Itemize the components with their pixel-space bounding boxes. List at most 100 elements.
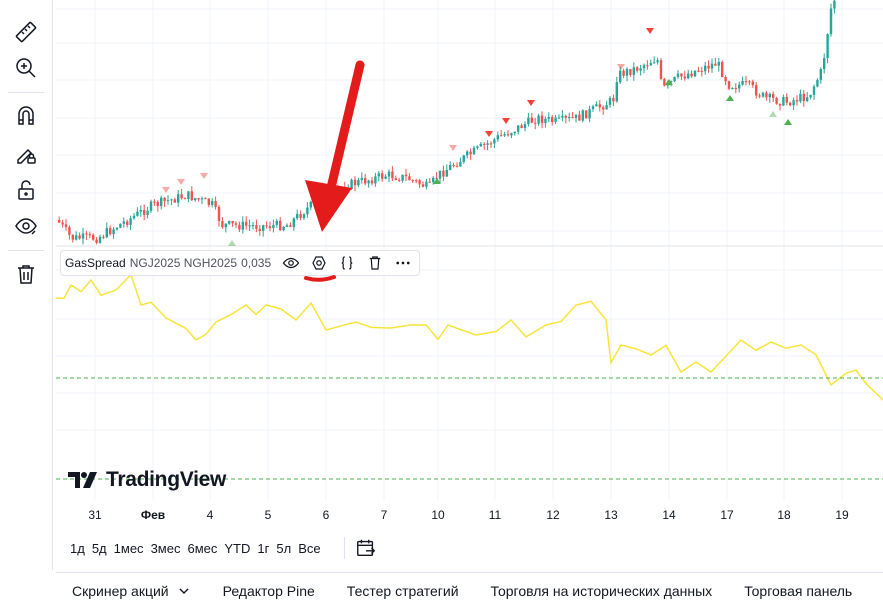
eye-icon[interactable] bbox=[12, 212, 40, 240]
candle-body bbox=[214, 201, 217, 207]
candle-body bbox=[265, 225, 268, 227]
candle-body bbox=[738, 84, 741, 89]
candle-body bbox=[387, 171, 391, 177]
indicator-params: NGJ2025 NGH2025 bbox=[129, 256, 238, 270]
ruler-icon[interactable] bbox=[12, 18, 40, 46]
more-icon[interactable] bbox=[391, 252, 415, 274]
candle-body bbox=[197, 198, 200, 200]
x-tick-label: Фев bbox=[140, 508, 166, 522]
candle-body bbox=[326, 191, 329, 200]
candle-body bbox=[714, 63, 717, 66]
candle-body bbox=[132, 215, 136, 219]
toolbar-separator bbox=[8, 92, 44, 93]
candle-body bbox=[564, 115, 567, 118]
trash-icon[interactable] bbox=[12, 260, 40, 288]
candle-body bbox=[200, 198, 204, 200]
candle-body bbox=[98, 236, 102, 243]
candle-body bbox=[258, 228, 261, 231]
range-5y-button[interactable]: 5л bbox=[276, 540, 292, 556]
range-6m-button[interactable]: 6мес bbox=[187, 540, 218, 556]
go-to-date-button[interactable] bbox=[343, 537, 377, 559]
candle-body bbox=[554, 117, 557, 122]
candle-body bbox=[377, 173, 380, 177]
candle-body bbox=[401, 174, 404, 181]
tab-stock-screener[interactable]: Скринер акций bbox=[72, 583, 191, 599]
candle-body bbox=[112, 229, 115, 235]
candle-body bbox=[608, 97, 612, 105]
candle-body bbox=[459, 161, 462, 167]
candle-body bbox=[568, 117, 571, 119]
x-tick-label: 10 bbox=[431, 508, 445, 522]
candle-body bbox=[425, 181, 428, 187]
candle-body bbox=[734, 87, 737, 89]
source-code-icon[interactable] bbox=[335, 252, 359, 274]
candle-body bbox=[700, 70, 703, 72]
candle-body bbox=[432, 177, 435, 183]
candle-body bbox=[211, 201, 214, 205]
candle-body bbox=[272, 224, 275, 229]
candle-body bbox=[374, 176, 377, 184]
tradingview-logo[interactable]: TradingView bbox=[68, 468, 226, 492]
tab-trading-panel[interactable]: Торговая панель bbox=[744, 583, 852, 599]
candle-body bbox=[748, 81, 751, 83]
candle-body bbox=[755, 85, 758, 96]
candle-body bbox=[707, 65, 710, 69]
range-ytd-button[interactable]: YTD bbox=[224, 540, 251, 556]
time-axis[interactable]: 31 Фев 4 5 6 7 10 11 12 13 14 17 18 19 bbox=[56, 500, 883, 530]
range-1m-button[interactable]: 1мес bbox=[113, 540, 144, 556]
candle-body bbox=[653, 62, 656, 64]
candle-body bbox=[285, 225, 289, 227]
candle-body bbox=[489, 143, 493, 145]
range-all-button[interactable]: Все bbox=[298, 540, 321, 556]
lock-icon[interactable] bbox=[12, 176, 40, 204]
range-1d-button[interactable]: 1д bbox=[70, 540, 85, 556]
buy-signal-marker bbox=[665, 79, 673, 85]
candle-body bbox=[136, 211, 139, 216]
candle-body bbox=[530, 117, 533, 123]
candle-body bbox=[642, 65, 646, 69]
x-tick-label: 18 bbox=[777, 508, 791, 522]
lock-drawing-icon[interactable] bbox=[12, 140, 40, 168]
buy-signal-marker bbox=[228, 240, 236, 246]
candle-body bbox=[102, 236, 105, 238]
candle-body bbox=[758, 95, 761, 97]
candle-body bbox=[194, 198, 197, 201]
range-1y-button[interactable]: 1г bbox=[257, 540, 270, 556]
candle-body bbox=[462, 155, 465, 162]
candle-body bbox=[493, 139, 496, 144]
candle-body bbox=[115, 227, 119, 230]
trash-icon[interactable] bbox=[363, 252, 387, 274]
indicator-legend[interactable]: GasSpread NGJ2025 NGH2025 0,035 bbox=[60, 250, 421, 276]
candle-body bbox=[455, 165, 459, 167]
range-5d-button[interactable]: 5д bbox=[91, 540, 107, 556]
magnet-icon[interactable] bbox=[12, 102, 40, 130]
candle-body bbox=[693, 70, 697, 77]
candle-body bbox=[469, 151, 472, 155]
candle-body bbox=[724, 77, 727, 82]
candle-body bbox=[129, 218, 132, 225]
candle-body bbox=[527, 117, 530, 125]
buy-signal-marker bbox=[433, 178, 441, 184]
candle-body bbox=[255, 225, 258, 229]
tab-label: Тестер стратегий bbox=[346, 582, 459, 599]
candle-body bbox=[812, 86, 816, 95]
candle-body bbox=[418, 180, 421, 185]
zoom-in-icon[interactable] bbox=[12, 54, 40, 82]
tab-strategy-tester[interactable]: Тестер стратегий bbox=[347, 583, 459, 599]
candle-body bbox=[445, 169, 448, 177]
candle-body bbox=[78, 235, 81, 239]
candle-body bbox=[574, 114, 578, 118]
candle-body bbox=[170, 199, 173, 201]
candle-body bbox=[207, 198, 210, 205]
settings-icon[interactable] bbox=[307, 252, 331, 274]
candle-body bbox=[313, 200, 316, 202]
tab-replay-trading[interactable]: Торговля на исторических данных bbox=[491, 583, 713, 599]
indicator-name: GasSpread bbox=[65, 256, 126, 270]
candle-body bbox=[282, 226, 285, 231]
eye-icon[interactable] bbox=[279, 252, 303, 274]
candle-body bbox=[741, 80, 744, 85]
candle-body bbox=[598, 104, 601, 108]
tab-pine-editor[interactable]: Редактор Pine bbox=[223, 583, 315, 599]
range-3m-button[interactable]: 3мес bbox=[150, 540, 181, 556]
candle-body bbox=[183, 198, 187, 200]
